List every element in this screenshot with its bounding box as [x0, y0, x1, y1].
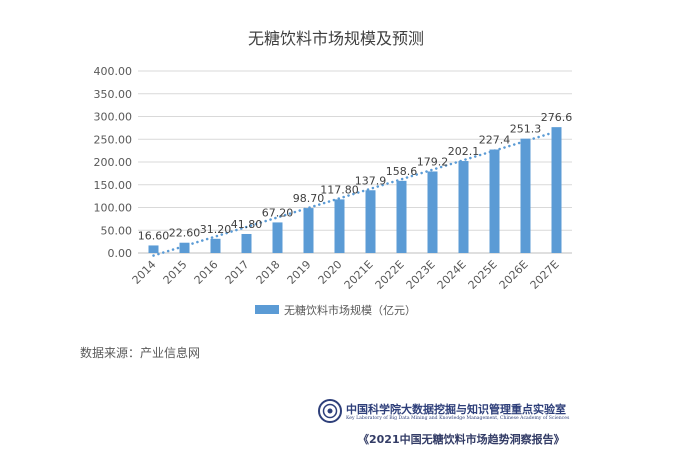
data-label: 16.60	[138, 229, 170, 242]
bar	[365, 190, 376, 253]
bar	[489, 149, 500, 253]
bar	[396, 180, 407, 253]
bar	[520, 138, 531, 253]
bar	[303, 208, 314, 253]
x-tick-label: 2026E	[497, 258, 531, 292]
y-tick-label: 300.00	[94, 111, 133, 124]
report-title: 《2021中国无糖饮料市场趋势洞察报告》	[358, 433, 565, 446]
y-tick-label: 50.00	[101, 224, 133, 237]
chart-title: 无糖饮料市场规模及预测	[248, 29, 424, 48]
data-label: 67.20	[262, 206, 294, 219]
data-label: 31.20	[200, 223, 232, 236]
bar	[427, 171, 438, 253]
lab-name-cn: 中国科学院大数据挖掘与知识管理重点实验室	[346, 403, 566, 416]
x-axis-ticks: 2014 2015 2016 2017 2018 2019 20202021E2022E20…	[130, 258, 562, 292]
data-label: 22.60	[169, 227, 201, 240]
trendline	[152, 130, 558, 257]
bar	[179, 242, 190, 253]
data-label: 276.6	[541, 111, 573, 124]
x-tick-label: 2020	[316, 258, 345, 287]
y-tick-label: 200.00	[94, 156, 133, 169]
bar	[210, 238, 221, 253]
y-tick-label: 250.00	[94, 133, 133, 146]
x-tick-label: 2024E	[435, 258, 469, 292]
data-label: 227.4	[479, 134, 511, 147]
y-axis-ticks: 0.00 50.00 100.00 150.00 200.00 250.00 300.00 3…	[94, 65, 133, 260]
bar	[148, 245, 159, 253]
x-tick-label: 2025E	[466, 258, 500, 292]
bar-series	[148, 127, 562, 253]
legend-swatch	[255, 305, 279, 314]
x-tick-label: 2018	[254, 258, 283, 287]
x-tick-label: 2027E	[528, 258, 562, 292]
y-tick-label: 0.00	[108, 247, 133, 260]
y-tick-label: 100.00	[94, 202, 133, 215]
x-tick-label: 2016	[192, 258, 221, 287]
x-tick-label: 2022E	[373, 258, 407, 292]
bar	[334, 199, 345, 253]
x-tick-label: 2014	[130, 258, 159, 287]
data-label: 117.80	[320, 183, 359, 196]
y-tick-label: 400.00	[94, 65, 133, 78]
bar	[458, 161, 469, 253]
cas-emblem-icon	[318, 399, 342, 423]
data-labels: 16.60 22.60 31.20 41.8067.2098.70117.80137.…	[138, 111, 573, 242]
data-label: 158.6	[386, 165, 418, 178]
x-tick-label: 2023E	[404, 258, 438, 292]
gridlines	[138, 70, 572, 254]
data-label: 137.9	[355, 174, 387, 187]
data-label: 41.80	[231, 218, 263, 231]
y-tick-label: 150.00	[94, 179, 133, 192]
legend-label: 无糖饮料市场规模（亿元）	[284, 303, 416, 317]
data-label: 179.2	[417, 155, 449, 168]
source-note: 数据来源：产业信息网	[80, 346, 201, 360]
x-tick-label: 2017	[223, 258, 252, 287]
bar	[241, 233, 252, 253]
y-tick-label: 350.00	[94, 88, 133, 101]
x-tick-label: 2021E	[342, 258, 376, 292]
bar	[551, 127, 562, 253]
x-tick-label: 2019	[285, 258, 314, 287]
x-tick-label: 2015	[161, 258, 190, 287]
bar	[272, 222, 283, 253]
data-label: 98.70	[293, 192, 325, 205]
legend: 无糖饮料市场规模（亿元）	[255, 303, 416, 317]
trendline-path	[152, 130, 558, 257]
data-label: 251.3	[510, 123, 542, 136]
lab-name-en: Key Laboratory of Big Data Mining and Kn…	[346, 416, 570, 421]
data-label: 202.1	[448, 145, 480, 158]
